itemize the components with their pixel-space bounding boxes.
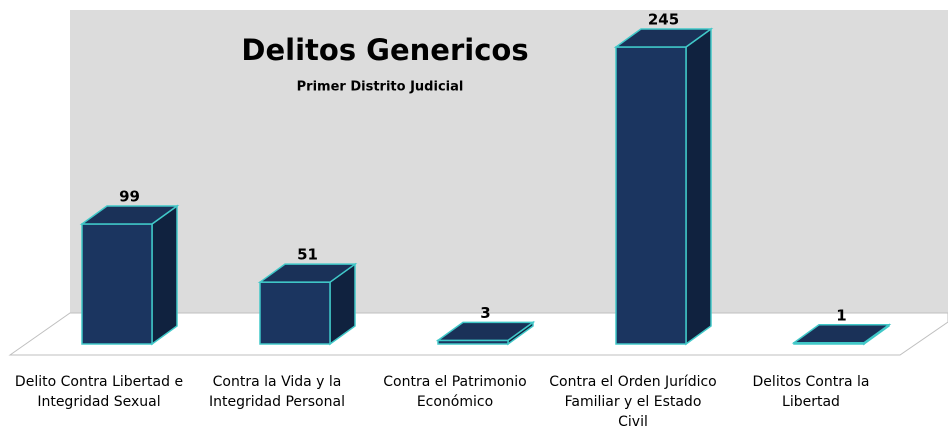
chart-title: Delitos Genericos [241,33,528,67]
bar [259,281,331,345]
data-label: 51 [297,246,318,264]
data-label: 1 [836,306,846,324]
back-wall [70,10,948,313]
bar-side [685,27,712,346]
data-label: 3 [480,304,490,322]
x-tick-label: Contra el Orden Jurídico Familiar y el E… [549,374,717,430]
chart-subtitle: Primer Distrito Judicial [297,80,464,95]
bar-top [791,324,892,344]
x-tick-label: Delitos Contra la Libertad [752,374,870,410]
bar-top [613,28,714,48]
bar-top [79,205,180,225]
x-tick-label: Contra la Vida y la Integridad Personal [209,374,345,410]
data-label: 245 [648,11,679,29]
data-label: 99 [119,187,140,205]
bar-side [151,204,178,346]
x-tick-label: Delito Contra Libertad e Integridad Sexu… [14,374,184,410]
bar-top [257,263,358,283]
bar [615,46,687,345]
bar [81,223,153,345]
bar-top [435,321,536,342]
x-tick-label: Contra el Patrimonio Económico [383,374,527,410]
